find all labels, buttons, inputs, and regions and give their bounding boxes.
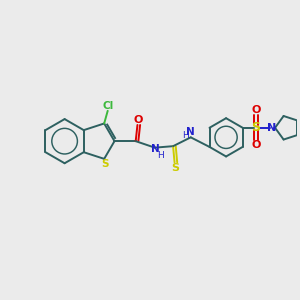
Text: H: H bbox=[157, 151, 164, 160]
Text: S: S bbox=[251, 121, 260, 134]
Text: S: S bbox=[101, 159, 109, 169]
Text: Cl: Cl bbox=[102, 101, 113, 111]
Text: O: O bbox=[134, 115, 143, 125]
Text: N: N bbox=[267, 123, 276, 133]
Text: N: N bbox=[151, 144, 160, 154]
Text: H: H bbox=[182, 131, 189, 140]
Text: O: O bbox=[251, 140, 261, 150]
Text: S: S bbox=[171, 163, 179, 173]
Text: N: N bbox=[186, 127, 195, 137]
Text: O: O bbox=[251, 105, 261, 116]
